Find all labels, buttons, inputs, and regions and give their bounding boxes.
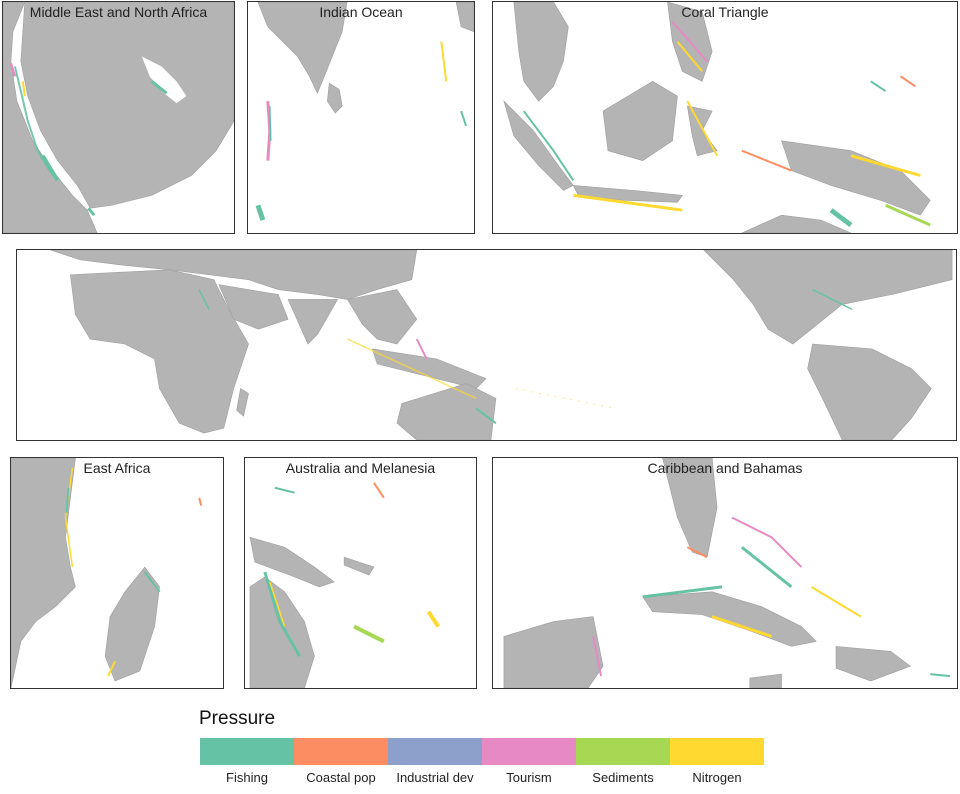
land-java — [572, 185, 683, 203]
map-mena — [3, 2, 234, 233]
panel-title: East Africa — [83, 460, 151, 476]
panel-title: Caribbean and Bahamas — [647, 460, 803, 476]
global-reef-marks — [198, 288, 853, 424]
legend-swatch-sediments — [576, 738, 670, 765]
gulf-water — [141, 56, 187, 104]
east-africa-reef-marks — [64, 467, 203, 677]
land-australia — [396, 383, 497, 440]
land-india — [257, 2, 348, 94]
map-coral-triangle — [503, 2, 931, 233]
land-africa — [70, 269, 249, 434]
caribbean-reef-marks — [592, 516, 951, 678]
land-se-asia — [346, 289, 418, 345]
panel-title: Australia and Melanesia — [285, 460, 436, 476]
legend-swatch-industrial-dev — [388, 738, 482, 765]
land-arabia — [20, 2, 234, 209]
land-madagascar — [236, 388, 249, 417]
land-new-guinea — [249, 536, 335, 588]
legend-label-tourism: Tourism — [506, 770, 552, 785]
legend-title: Pressure — [199, 708, 276, 729]
land-europe-asia — [50, 250, 418, 300]
coral-reef-marks — [522, 21, 931, 228]
legend-swatch-fishing — [200, 738, 294, 765]
legend-label-fishing: Fishing — [226, 770, 268, 785]
gulf-aden — [92, 195, 234, 233]
land-hispaniola — [835, 646, 912, 682]
land-sri-lanka — [326, 82, 343, 114]
land-new-guinea — [781, 140, 931, 216]
land-madagascar — [104, 566, 160, 682]
land-australia — [249, 576, 315, 688]
legend-label-sediments: Sediments — [592, 770, 654, 785]
legend-label-nitrogen: Nitrogen — [692, 770, 742, 785]
legend-swatch-coastal-pop — [294, 738, 388, 765]
legend-swatch-tourism — [482, 738, 576, 765]
panel-australia-melanesia: Australia and Melanesia — [244, 457, 477, 689]
land-borneo — [602, 80, 678, 161]
land-india — [287, 299, 339, 345]
panel-east-africa: East Africa — [10, 457, 224, 689]
land-cuba — [642, 591, 817, 647]
land-florida — [662, 458, 718, 558]
mena-reef-marks — [9, 63, 168, 217]
land-australia-top — [741, 214, 852, 233]
land-yucatan — [503, 616, 604, 688]
map-east-africa — [11, 458, 203, 688]
map-global — [50, 250, 953, 440]
legend-label-industrial-dev: Industrial dev — [396, 770, 474, 785]
indian-reef-marks — [255, 41, 468, 221]
panel-global-overview — [16, 249, 957, 441]
land-solomon — [343, 556, 375, 576]
australia-reef-marks — [263, 482, 440, 658]
panel-caribbean-bahamas: Caribbean and Bahamas — [492, 457, 958, 689]
legend-color-bar — [200, 738, 764, 765]
panel-middle-east-north-africa: Middle East and North Africa — [2, 1, 235, 234]
land-sumatra — [503, 100, 574, 191]
legend-swatch-nitrogen — [670, 738, 764, 765]
panel-coral-triangle: Coral Triangle — [492, 1, 958, 234]
land-indochina — [513, 2, 569, 102]
panel-indian-ocean: Indian Ocean — [247, 1, 475, 234]
panel-title: Coral Triangle — [681, 4, 769, 20]
land-arabia — [218, 284, 289, 330]
land-africa-coast — [11, 458, 76, 688]
map-australia-melanesia — [249, 482, 440, 688]
land-east-edge — [455, 2, 474, 33]
panel-title: Indian Ocean — [319, 4, 403, 20]
land-indonesia — [371, 348, 487, 389]
legend-label-coastal-pop: Coastal pop — [306, 770, 376, 785]
map-caribbean-bahamas — [503, 458, 951, 688]
panel-title: Middle East and North Africa — [29, 4, 208, 20]
legend-labels: Fishing Coastal pop Industrial dev Tourism S… — [200, 770, 764, 785]
land-jamaica — [749, 673, 782, 688]
map-indian-ocean — [255, 2, 474, 221]
land-south-america — [807, 343, 932, 440]
